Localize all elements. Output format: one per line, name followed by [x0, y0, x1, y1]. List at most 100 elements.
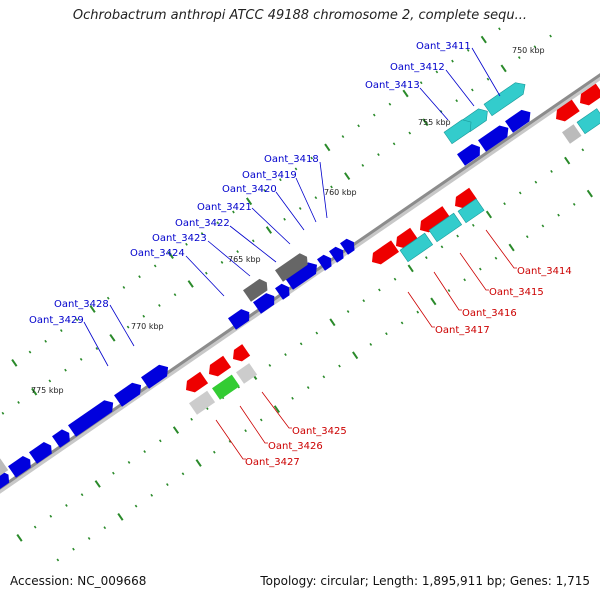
- scale-tick: [48, 379, 52, 383]
- scale-tick: [95, 347, 99, 351]
- scale-tick: [236, 250, 239, 254]
- scale-tick: [245, 197, 253, 206]
- gene-blue-3413a[interactable]: [457, 141, 484, 166]
- scale-tick: [494, 256, 498, 260]
- gene-blue-lower-4[interactable]: [52, 427, 73, 448]
- gene-label-3425[interactable]: Oant_3425: [292, 426, 347, 437]
- gene-oant-3424[interactable]: [228, 306, 253, 330]
- gene-cyan-reverse-b[interactable]: [428, 212, 463, 243]
- gene-label-3428[interactable]: Oant_3428: [54, 299, 109, 310]
- scale-tick: [456, 234, 459, 238]
- scale-tick: [581, 148, 585, 152]
- gene-label-3421[interactable]: Oant_3421: [197, 202, 252, 213]
- gene-grey-edge[interactable]: [562, 124, 582, 144]
- gene-label-3415[interactable]: Oant_3415: [489, 287, 544, 298]
- scale-tick: [378, 288, 381, 292]
- gene-label-3412[interactable]: Oant_3412: [390, 62, 445, 73]
- scale-tick: [357, 124, 360, 128]
- gene-cyan-reverse-a[interactable]: [399, 232, 434, 263]
- gene-grey-a[interactable]: [243, 277, 271, 302]
- gene-label-3418[interactable]: Oant_3418: [264, 154, 319, 165]
- gene-label-3429[interactable]: Oant_3429: [29, 315, 84, 326]
- scale-tick: [143, 450, 147, 454]
- gene-oant-3419[interactable]: [329, 244, 347, 263]
- scale-tick: [557, 213, 560, 217]
- scale-tick: [79, 357, 83, 361]
- scale-tick: [87, 536, 91, 540]
- gene-blue-3413b[interactable]: [478, 122, 512, 152]
- gene-grey-b[interactable]: [275, 251, 311, 282]
- scale-tick: [187, 280, 194, 288]
- gene-red-edge-2[interactable]: [576, 83, 600, 109]
- gene-label-3414[interactable]: Oant_3414: [517, 266, 572, 277]
- gene-blue-lower-1[interactable]: [0, 469, 12, 492]
- gene-cyan-reverse-c[interactable]: [457, 198, 485, 224]
- scale-tick: [500, 64, 507, 73]
- scale-tick: [109, 333, 116, 342]
- scale-label-765: 765 kbp: [228, 255, 261, 264]
- scale-tick: [228, 440, 232, 443]
- gene-label-3419[interactable]: Oant_3419: [242, 170, 297, 181]
- gene-label-3427[interactable]: Oant_3427: [245, 457, 300, 468]
- gene-oant-3416[interactable]: [392, 227, 419, 252]
- scale-tick: [338, 364, 341, 368]
- gene-label-3424[interactable]: Oant_3424: [130, 248, 185, 259]
- scale-tick: [181, 472, 185, 476]
- gene-red-edge-1[interactable]: [552, 99, 580, 125]
- gene-oant-3429[interactable]: [68, 397, 117, 437]
- gene-oant-3422[interactable]: [275, 281, 293, 300]
- gene-oant-3421[interactable]: [285, 259, 321, 290]
- gene-label-3420[interactable]: Oant_3420: [222, 184, 277, 195]
- gene-label-3413[interactable]: Oant_3413: [365, 80, 420, 91]
- gene-oant-3426[interactable]: [205, 355, 232, 380]
- scale-tick: [310, 156, 314, 160]
- scale-tick: [134, 504, 138, 508]
- gene-oant-3420[interactable]: [317, 252, 335, 271]
- gene-oant-3413[interactable]: [443, 116, 475, 145]
- scale-tick: [127, 460, 131, 464]
- gene-grey-reverse-b[interactable]: [236, 363, 258, 384]
- gene-green-reverse[interactable]: [212, 374, 240, 400]
- scale-tick: [11, 359, 18, 367]
- gene-oant-3411[interactable]: [483, 79, 529, 117]
- gene-label-3426[interactable]: Oant_3426: [268, 441, 323, 452]
- gene-oant-3418[interactable]: [340, 236, 358, 255]
- gene-oant-3428[interactable]: [114, 379, 145, 407]
- gene-blue-lower-7[interactable]: [141, 361, 172, 389]
- gene-blue-lower-3[interactable]: [29, 440, 55, 464]
- scale-tick: [330, 185, 333, 189]
- scale-tick: [283, 217, 286, 221]
- gene-label-3423[interactable]: Oant_3423: [152, 233, 207, 244]
- scale-tick: [122, 285, 126, 289]
- gene-oant-3425[interactable]: [229, 344, 251, 365]
- gene-label-3411[interactable]: Oant_3411: [416, 41, 471, 52]
- gene-blue-lower-2[interactable]: [8, 454, 34, 478]
- scale-tick: [485, 210, 493, 219]
- scale-tick: [153, 264, 157, 268]
- scale-tick: [291, 396, 294, 400]
- scale-label-770: 770 kbp: [131, 322, 164, 331]
- gene-oant-3427[interactable]: [182, 371, 209, 396]
- scale-tick: [279, 178, 282, 182]
- scale-tick: [56, 558, 60, 562]
- gene-oant-3414[interactable]: [451, 187, 478, 212]
- gene-label-3422[interactable]: Oant_3422: [175, 218, 230, 229]
- scale-tick: [315, 331, 319, 335]
- scale-tick: [166, 483, 169, 486]
- gene-label-3416[interactable]: Oant_3416: [462, 308, 517, 319]
- scale-tick: [388, 102, 392, 106]
- gene-grey-reverse-a[interactable]: [189, 390, 216, 415]
- scale-tick: [377, 153, 380, 157]
- gene-blue-3413c[interactable]: [505, 106, 534, 133]
- scale-tick: [362, 299, 366, 303]
- scale-tick: [541, 224, 545, 228]
- gene-oant-3423[interactable]: [253, 290, 278, 314]
- gene-grey-lower[interactable]: [0, 458, 9, 476]
- scale-tick: [294, 167, 298, 171]
- gene-oant-3415[interactable]: [416, 206, 451, 236]
- scale-label-775: 775 kbp: [31, 386, 64, 395]
- gene-cyan-edge[interactable]: [576, 108, 600, 135]
- gene-label-3417[interactable]: Oant_3417: [435, 325, 490, 336]
- scale-tick: [534, 180, 538, 184]
- gene-oant-3417[interactable]: [368, 240, 400, 267]
